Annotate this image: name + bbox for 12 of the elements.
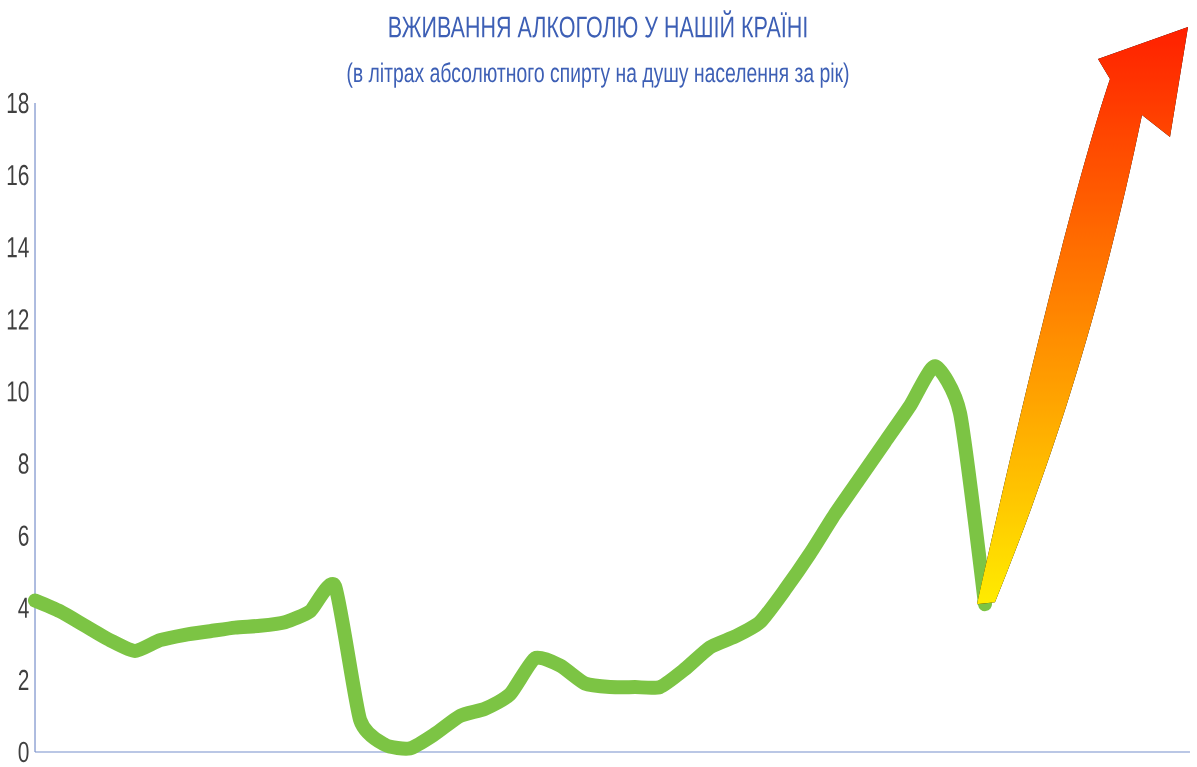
chart-title: ВЖИВАННЯ АЛКОГОЛЮ У НАШІЙ КРАЇНІ xyxy=(389,10,807,38)
chart-subtitle: (в літрах абсолютного спирту на душу населення за рік) xyxy=(347,62,849,88)
y-tick-label: 10 xyxy=(7,381,29,402)
y-tick-label: 2 xyxy=(18,669,29,690)
y-tick-label: 14 xyxy=(7,237,29,258)
y-tick-label: 12 xyxy=(7,309,29,330)
y-tick-label: 4 xyxy=(18,597,29,618)
y-tick-label: 16 xyxy=(7,164,29,186)
y-tick-label: 8 xyxy=(18,453,29,474)
y-tick-label: 18 xyxy=(7,92,29,114)
y-tick-label: 0 xyxy=(18,741,29,763)
y-tick-label: 6 xyxy=(18,525,29,546)
